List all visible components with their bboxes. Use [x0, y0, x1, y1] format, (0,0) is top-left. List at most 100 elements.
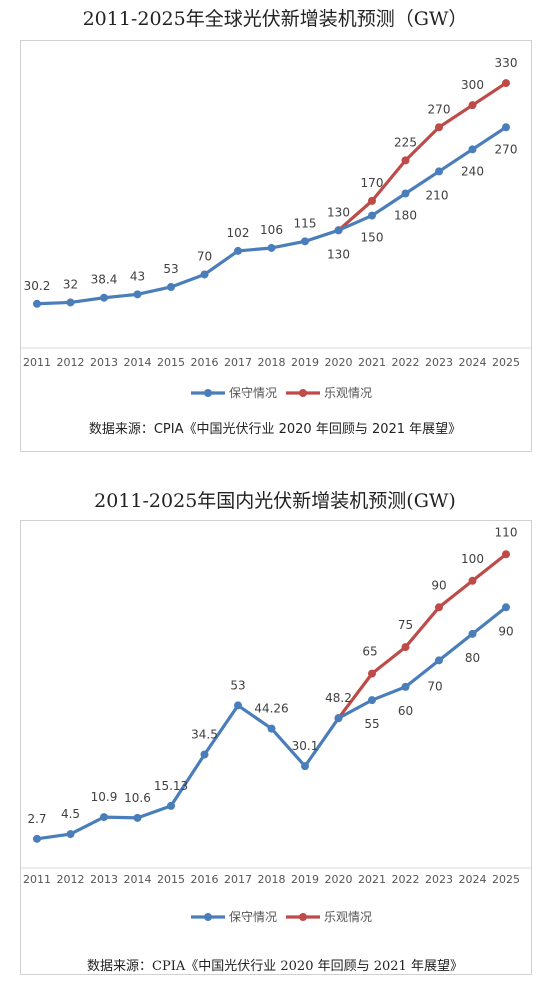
data-point-conservative	[435, 167, 443, 176]
data-label-conservative: 2.7	[27, 812, 46, 826]
x-tick-label: 2015	[157, 873, 185, 886]
data-label-conservative: 70	[197, 249, 212, 263]
data-point-conservative	[66, 298, 75, 307]
x-tick-label: 2019	[291, 873, 319, 886]
data-point-optimistic	[401, 156, 410, 165]
data-point-optimistic	[502, 550, 510, 559]
data-point-conservative	[100, 813, 108, 822]
x-tick-label: 2011	[23, 356, 51, 369]
data-point-optimistic	[368, 669, 376, 678]
data-label-conservative: 150	[361, 231, 384, 245]
x-tick-label: 2016	[191, 873, 219, 886]
data-label-conservative: 270	[495, 142, 518, 156]
x-tick-label: 2017	[224, 873, 252, 886]
data-label-optimistic: 100	[461, 552, 484, 566]
x-tick-label: 2016	[191, 356, 219, 369]
data-label-optimistic: 225	[394, 135, 417, 149]
data-label-conservative: 30.1	[292, 739, 319, 753]
data-label-conservative: 90	[498, 624, 513, 638]
data-label-conservative: 43	[130, 269, 145, 283]
data-point-conservative	[301, 237, 309, 246]
data-label-conservative: 30.2	[24, 279, 51, 293]
data-point-conservative	[200, 750, 209, 759]
data-point-conservative	[167, 801, 175, 810]
x-tick-label: 2013	[90, 873, 118, 886]
data-point-conservative	[200, 270, 209, 279]
data-point-conservative	[100, 293, 108, 302]
data-label-shared: 130	[327, 205, 350, 219]
data-point-optimistic	[435, 603, 443, 612]
chart-title-global: 2011-2025年全球光伏新增装机预测（GW）	[82, 8, 468, 30]
data-point-conservative	[468, 629, 477, 638]
data-label-conservative: 80	[465, 651, 480, 665]
data-point-optimistic	[468, 576, 477, 585]
data-label-conservative: 210	[426, 188, 449, 202]
x-tick-label: 2015	[157, 356, 185, 369]
data-label-optimistic: 65	[362, 645, 377, 659]
data-label-conservative: 106	[260, 223, 283, 237]
x-tick-label: 2020	[325, 356, 353, 369]
series-line-optimistic	[337, 553, 507, 720]
data-label-conservative: 53	[230, 678, 245, 692]
data-label-optimistic: 270	[428, 102, 451, 116]
x-tick-label: 2012	[57, 356, 85, 369]
chart-title-domestic: 2011-2025年国内光伏新增装机预测(GW)	[94, 490, 456, 512]
data-label-optimistic: 330	[495, 56, 518, 70]
data-point-conservative	[401, 682, 410, 691]
series-line-optimistic	[337, 81, 507, 232]
legend-label: 保守情况	[229, 910, 277, 924]
data-label-optimistic: 300	[461, 78, 484, 92]
data-point-conservative	[502, 123, 510, 132]
data-label-conservative: 60	[398, 704, 413, 718]
x-tick-label: 2014	[124, 356, 152, 369]
x-tick-label: 2012	[57, 873, 85, 886]
x-tick-label: 2019	[291, 356, 319, 369]
chart-frame-domestic: 2011 2012 2013 2014 2015 2016 2017 2018 2019 2020…	[20, 520, 532, 975]
data-point-conservative	[267, 243, 276, 252]
data-point-conservative	[33, 299, 41, 308]
data-point-conservative	[33, 834, 41, 843]
data-label-conservative: 240	[461, 164, 484, 178]
x-tick-label: 2024	[459, 873, 487, 886]
data-point-conservative	[368, 696, 376, 705]
data-point-conservative	[167, 282, 175, 291]
data-label-conservative: 102	[227, 226, 250, 240]
x-tick-label: 2018	[258, 356, 286, 369]
data-label-conservative: 48.2	[325, 691, 352, 705]
chart-global-svg: 2011 2012 2013 2014 2015 2016 2017 2018 2019 2020…	[21, 56, 531, 400]
data-point-conservative	[401, 189, 410, 198]
x-tick-label: 2011	[23, 873, 51, 886]
x-tick-label: 2021	[358, 873, 386, 886]
data-label-conservative: 38.4	[91, 273, 118, 287]
data-point-conservative	[435, 656, 443, 665]
data-point-conservative	[133, 813, 142, 822]
data-point-optimistic	[435, 123, 443, 132]
data-label-conservative: 70	[427, 679, 442, 693]
data-point-conservative	[234, 246, 242, 255]
x-tick-label: 2024	[459, 356, 487, 369]
data-point-conservative	[133, 290, 142, 299]
data-point-conservative	[368, 211, 376, 220]
data-point-conservative	[334, 226, 343, 235]
data-point-optimistic	[401, 643, 410, 652]
legend-label: 乐观情况	[324, 386, 372, 400]
legend-label: 乐观情况	[324, 910, 372, 924]
x-tick-label: 2018	[258, 873, 286, 886]
legend-marker	[299, 913, 307, 921]
x-tick-label: 2025	[492, 873, 520, 886]
data-point-conservative	[66, 830, 75, 839]
data-point-optimistic	[502, 79, 510, 88]
source-note-domestic: 数据来源：CPIA《中国光伏行业 2020 年回顾与 2021 年展望》	[87, 959, 463, 974]
data-point-conservative	[502, 603, 510, 612]
data-label-optimistic: 75	[398, 618, 413, 632]
data-label-conservative: 53	[163, 262, 178, 276]
source-note-global: 数据来源：CPIA《中国光伏行业 2020 年回顾与 2021 年展望》	[88, 422, 462, 437]
data-label-conservative: 180	[394, 209, 417, 223]
data-label-conservative: 130	[327, 247, 350, 261]
data-label-optimistic: 170	[361, 176, 384, 190]
x-tick-label: 2023	[425, 356, 453, 369]
chart-frame-global: 2011 2012 2013 2014 2015 2016 2017 2018 2019 2020…	[20, 40, 532, 452]
x-tick-label: 2025	[492, 356, 520, 369]
x-tick-label: 2017	[224, 356, 252, 369]
series-line-conservative	[36, 606, 507, 841]
